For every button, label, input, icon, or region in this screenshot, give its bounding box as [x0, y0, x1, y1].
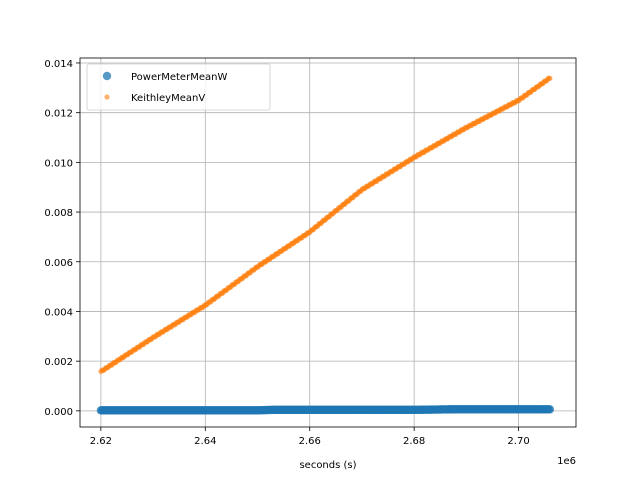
y-tick-label: 0.014	[44, 59, 73, 70]
series-layer	[96, 75, 555, 415]
x-tick-label: 2.70	[507, 436, 529, 447]
series-powermetermeanw	[96, 405, 555, 415]
plot-frame	[79, 57, 577, 428]
y-axis-ticks: 0.000 0.002 0.004 0.006 0.008 0.010 0.012 0.014	[44, 59, 80, 418]
legend: PowerMeterMeanW KeithleyMeanV	[86, 63, 271, 111]
data-point	[545, 405, 555, 414]
y-tick-label: 0.008	[44, 208, 73, 219]
x-axis-label: seconds (s)	[299, 460, 356, 471]
legend-marker	[102, 71, 112, 81]
x-tick-label: 2.66	[299, 436, 321, 447]
y-tick-label: 0.010	[44, 158, 73, 169]
legend-marker	[104, 94, 110, 100]
y-tick-label: 0.012	[44, 109, 73, 120]
y-tick-label: 0.004	[44, 307, 73, 318]
legend-box	[86, 63, 271, 111]
x-tick-label: 2.68	[403, 436, 425, 447]
x-axis-ticks: 2.62 2.64 2.66 2.68 2.70	[90, 427, 530, 447]
x-tick-label: 2.64	[194, 436, 216, 447]
data-point	[547, 75, 553, 82]
grid-lines	[80, 58, 576, 427]
x-tick-label: 2.62	[90, 436, 112, 447]
x-axis-offset-label: 1e6	[557, 456, 576, 467]
legend-label: KeithleyMeanV	[131, 93, 205, 104]
legend-label: PowerMeterMeanW	[131, 72, 227, 83]
series-keithleymeanv	[98, 75, 553, 375]
y-tick-label: 0.002	[44, 357, 73, 368]
y-tick-label: 0.000	[44, 407, 73, 418]
y-tick-label: 0.006	[44, 258, 73, 269]
